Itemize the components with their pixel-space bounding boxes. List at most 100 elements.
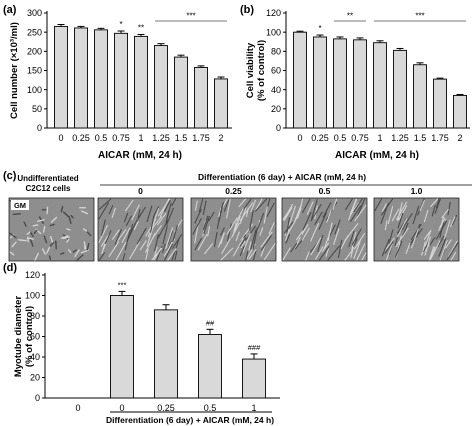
- cell-texture: [166, 207, 174, 226]
- cell-texture: [268, 222, 275, 235]
- cell-texture: [246, 207, 249, 217]
- micrograph-header: 1.0: [411, 186, 423, 196]
- cell-texture: [283, 207, 293, 222]
- cell-texture: [162, 225, 168, 245]
- cell-texture: [255, 198, 263, 211]
- cell-texture: [153, 206, 160, 216]
- cell-texture: [445, 239, 452, 249]
- y-tick-label: 0: [35, 393, 40, 403]
- cell-texture: [441, 208, 449, 219]
- cell-texture: [391, 208, 400, 222]
- bar: [198, 333, 222, 399]
- cell-texture: [66, 238, 70, 243]
- chart-d: (d) 0 20 40 60 80 100 120 0 0 *** 0.25 0.5 ## 1 ### Myot…: [3, 262, 280, 425]
- cell-texture: [162, 243, 166, 253]
- cell-texture: [108, 205, 114, 215]
- x-tick-label: 0: [58, 133, 63, 143]
- cell-texture: [207, 226, 211, 237]
- cell-texture: [136, 227, 147, 245]
- cell-texture: [157, 219, 169, 239]
- cell-texture: [233, 215, 241, 233]
- micrograph: [373, 197, 460, 262]
- cell-texture: [111, 207, 116, 219]
- cell-texture: [202, 215, 209, 231]
- bar: [333, 38, 347, 129]
- cell-texture: [240, 240, 247, 249]
- cell-texture: [325, 246, 330, 257]
- cell-texture: [254, 198, 268, 212]
- cell-texture: [194, 237, 203, 251]
- bar: [433, 78, 447, 129]
- panel-label: (d): [3, 262, 17, 274]
- cell-texture: [98, 202, 110, 220]
- x-tick-label: 1.5: [175, 133, 188, 143]
- cell-texture: [351, 228, 362, 246]
- cell-texture: [150, 215, 155, 233]
- cell-texture: [172, 224, 178, 243]
- cell-texture: [439, 240, 448, 261]
- cell-texture: [167, 230, 173, 245]
- x-tick-label: 0.75: [112, 133, 130, 143]
- x-tick-label: 2: [218, 133, 223, 143]
- cell-texture: [236, 208, 244, 222]
- bar: [174, 56, 188, 129]
- micrograph-background: [373, 197, 460, 262]
- cell-texture: [50, 216, 58, 223]
- cell-texture: [353, 233, 366, 250]
- x-tick-label: 0: [75, 403, 80, 413]
- cell-texture: [12, 213, 22, 216]
- cell-texture: [37, 219, 45, 223]
- cell-texture: [33, 229, 38, 235]
- bar: [313, 36, 327, 129]
- cell-texture: [145, 248, 149, 261]
- cell-texture: [321, 242, 329, 253]
- cell-texture: [27, 237, 34, 240]
- bar: [214, 78, 228, 129]
- x-tick-label: 0: [119, 403, 124, 413]
- bar: [353, 39, 367, 129]
- cell-texture: [332, 198, 338, 211]
- bar: [393, 49, 407, 129]
- cell-texture: [226, 223, 232, 242]
- cell-texture: [429, 246, 435, 259]
- cell-texture: [131, 204, 140, 221]
- cell-texture: [318, 245, 330, 261]
- cell-texture: [333, 228, 340, 245]
- x-tick-label: 0.25: [311, 133, 329, 143]
- cell-texture: [221, 198, 228, 209]
- cell-texture: [43, 235, 48, 244]
- cell-texture: [349, 202, 360, 216]
- cell-texture: [387, 206, 394, 225]
- significance-label: *: [318, 24, 321, 33]
- cell-texture: [345, 198, 353, 211]
- cell-texture: [239, 245, 245, 256]
- panel-label: (b): [240, 4, 254, 16]
- cell-texture: [192, 218, 202, 235]
- x-tick-label: 0.5: [95, 133, 108, 143]
- cell-texture: [318, 212, 327, 230]
- x-tick-label: 0.25: [72, 133, 90, 143]
- cell-texture: [302, 211, 312, 231]
- cell-texture: [49, 223, 55, 227]
- cell-texture: [221, 238, 231, 255]
- cell-texture: [85, 230, 92, 237]
- cell-texture: [111, 229, 120, 240]
- cell-texture: [286, 216, 291, 235]
- x-axis-label: Differentiation (6 day) + AICAR (mM, 24 …: [106, 415, 274, 425]
- x-tick-label: 2: [457, 133, 462, 143]
- y-tick-label: 0: [37, 123, 42, 133]
- y-axis-label: (% of control): [24, 306, 35, 367]
- cell-texture: [108, 241, 120, 257]
- cell-texture: [115, 241, 127, 261]
- cell-texture: [98, 224, 108, 244]
- cell-texture: [289, 205, 296, 224]
- cell-texture: [430, 198, 439, 208]
- bar-label: ***: [118, 280, 127, 289]
- cell-texture: [353, 198, 363, 213]
- cell-texture: [194, 200, 198, 211]
- cell-texture: [328, 224, 336, 239]
- cell-texture: [397, 202, 403, 222]
- cell-texture: [437, 235, 445, 247]
- cell-texture: [412, 205, 420, 225]
- cell-texture: [384, 220, 388, 231]
